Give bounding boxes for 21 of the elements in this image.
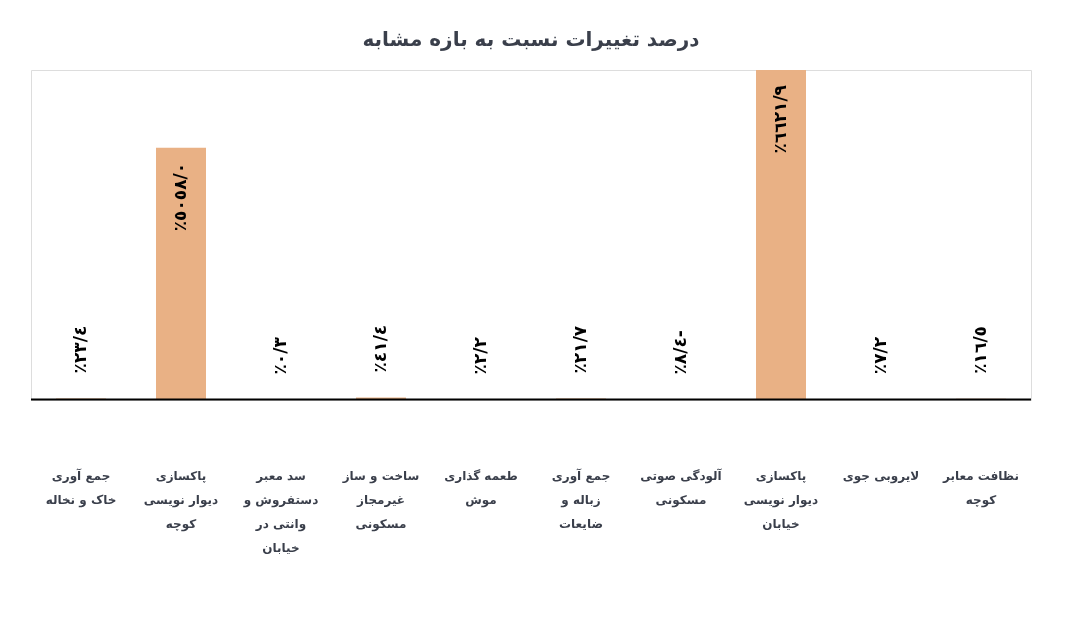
x-tick-label: نظافت معابر کوچه bbox=[941, 468, 1020, 508]
data-label: ٪٦٦۲۱/۹ bbox=[770, 84, 790, 154]
x-tick-label: جمع آوری خاک و نخاله bbox=[45, 467, 117, 508]
x-tick-label: لایروبی جوی bbox=[842, 468, 920, 484]
x-tick-label: سد معبر دستفروش و وانتی در خیابان bbox=[242, 468, 319, 555]
chart-title: درصد تغییرات نسبت به بازه مشابه bbox=[362, 27, 700, 51]
x-tick-label: جمع آوری زباله و ضایعات bbox=[551, 467, 611, 531]
x-tick-label: آلودگی صوتی مسکونی bbox=[640, 467, 723, 508]
data-label: ٪۷/۲ bbox=[870, 336, 890, 375]
x-tick-label: پاکسازی دیوار نویسی کوچه bbox=[143, 468, 219, 532]
data-label: ٪۱٦/٥ bbox=[970, 326, 990, 374]
data-label: ٪٠/۳ bbox=[270, 336, 290, 375]
x-tick-label: پاکسازی دیوار نویسی خیابان bbox=[743, 468, 819, 531]
data-label: ٪۲۳/٤ bbox=[70, 325, 90, 374]
x-tick-label: ساخت و ساز غیرمجاز مسکونی bbox=[341, 468, 420, 532]
data-label: ٪٥٠٥۸/٠ bbox=[170, 162, 190, 232]
data-label: ٪۸/٤- bbox=[670, 330, 690, 375]
data-label: ٪۲/۲ bbox=[470, 336, 490, 375]
x-tick-label: طعمه گذاری موش bbox=[444, 468, 518, 508]
data-label: ٪۲۱/۷ bbox=[570, 325, 590, 374]
data-label: ٪٤۱/٤ bbox=[370, 324, 390, 373]
